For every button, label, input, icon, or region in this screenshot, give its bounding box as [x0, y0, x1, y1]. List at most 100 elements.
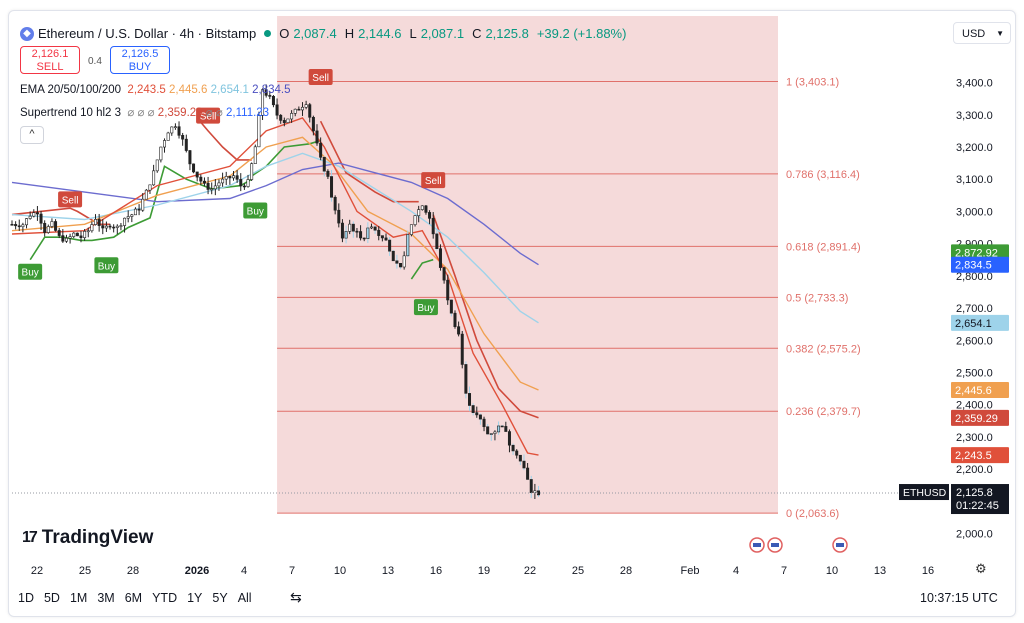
candle-body — [377, 229, 381, 236]
candle-body — [380, 235, 384, 239]
candle-body — [90, 224, 94, 232]
candle-body — [344, 231, 348, 239]
range-5y[interactable]: 5Y — [212, 591, 228, 605]
supertrend-empty-values-2: ⌀ ⌀ — [205, 107, 223, 119]
candle-body — [533, 490, 537, 493]
candle-body — [286, 118, 290, 123]
candle-body — [384, 237, 388, 241]
ema-legend[interactable]: EMA 20/50/100/200 2,243.5 2,445.6 2,654.… — [20, 84, 291, 96]
range-3m[interactable]: 3M — [97, 591, 115, 605]
candle-body — [504, 426, 508, 432]
y-axis-tick: 3,000.0 — [956, 206, 993, 218]
candle-body — [428, 212, 432, 219]
range-5d[interactable]: 5D — [43, 591, 60, 605]
currency-select[interactable]: USD ▼ — [953, 22, 1011, 44]
candle-body — [257, 115, 261, 148]
candle-body — [155, 159, 159, 172]
buy-signal-label[interactable] — [18, 263, 43, 280]
buy-button[interactable]: 2,126.5 BUY — [110, 46, 170, 74]
candle-body — [104, 225, 108, 229]
candle-body — [210, 188, 214, 191]
supertrend-value-2: 2,111.23 — [226, 107, 270, 119]
candle-body — [351, 223, 355, 232]
candle-body — [184, 138, 188, 151]
buy-signal-label[interactable] — [413, 299, 438, 316]
candle-body — [333, 196, 337, 211]
candle-body — [242, 185, 246, 188]
settings-icon[interactable]: ⚙ — [975, 561, 987, 576]
candle-body — [271, 95, 275, 106]
y-axis-tick: 3,100.0 — [956, 174, 993, 186]
buy-signal-text: Buy — [98, 261, 115, 272]
candle-body — [199, 176, 203, 182]
candle-body — [518, 454, 522, 462]
candle-body — [152, 170, 156, 186]
tradingview-wordmark: TradingView — [41, 527, 154, 548]
symbol-title[interactable]: Ethereum / U.S. Dollar · 4h · Bitstamp — [38, 26, 257, 41]
candle-body — [359, 231, 363, 239]
range-1y[interactable]: 1Y — [187, 591, 203, 605]
candle-body — [235, 175, 239, 180]
x-axis-tick: 13 — [382, 565, 394, 577]
candle-body — [282, 120, 286, 123]
sell-signal-label[interactable] — [308, 68, 333, 85]
candle-body — [297, 108, 301, 111]
candle-body — [529, 479, 533, 493]
range-1d[interactable]: 1D — [18, 591, 34, 605]
sell-signal-text: Sell — [425, 176, 442, 187]
buy-signal-label[interactable] — [243, 202, 268, 219]
sell-button[interactable]: 2,126.1 SELL — [20, 46, 80, 74]
supertrend-legend[interactable]: Supertrend 10 hl2 3 ⌀ ⌀ ⌀ 2,359.29 ⌀ ⌀ 2… — [20, 105, 269, 119]
range-ytd[interactable]: YTD — [152, 591, 178, 605]
candle-body — [431, 218, 435, 235]
last-price-symbol: ETHUSD — [903, 487, 947, 499]
price-tag — [951, 409, 1009, 426]
candle-body — [304, 104, 308, 108]
candle-body — [453, 312, 457, 327]
candle-body — [486, 426, 490, 435]
collapse-legend-button[interactable]: ^ — [20, 126, 44, 144]
utc-clock[interactable]: 10:37:15 UTC — [920, 591, 998, 605]
tradingview-mark-icon: 17 — [22, 529, 38, 546]
x-axis-tick: 16 — [922, 565, 934, 577]
last-price-symbol-tag — [899, 484, 949, 501]
candle-body — [97, 219, 101, 226]
candle-body — [61, 235, 65, 242]
supertrend-label: Supertrend 10 hl2 3 — [20, 107, 122, 119]
candle-body — [268, 95, 272, 97]
candle-body — [395, 260, 399, 264]
range-6m[interactable]: 6M — [124, 591, 143, 605]
y-axis-tick: 3,400.0 — [956, 78, 993, 90]
candle-body — [148, 184, 152, 191]
x-axis-tick: 16 — [430, 565, 442, 577]
ema-label: EMA 20/50/100/200 — [20, 84, 122, 96]
candle-body — [369, 226, 373, 229]
last-price-tag — [951, 484, 1009, 515]
sell-signal-label[interactable] — [196, 107, 221, 124]
chevron-down-icon: ▼ — [996, 29, 1004, 38]
candle-body — [246, 179, 250, 187]
candle-body — [391, 250, 395, 262]
candle-body — [478, 414, 482, 420]
candle-body — [420, 205, 424, 210]
buy-signal-label[interactable] — [94, 257, 119, 274]
range-all[interactable]: All — [237, 591, 252, 605]
candle-body — [137, 208, 141, 211]
fib-retracement-box[interactable] — [277, 16, 778, 514]
sell-signal-label[interactable] — [58, 191, 83, 208]
goto-date-icon[interactable]: ⇆ — [290, 589, 302, 605]
buy-signal-text: Buy — [22, 268, 39, 279]
x-axis-tick: 10 — [826, 565, 838, 577]
sell-signal-label[interactable] — [421, 172, 446, 189]
range-1m[interactable]: 1M — [69, 591, 88, 605]
candle-body — [159, 146, 163, 161]
candle-body — [177, 126, 181, 136]
price-tag-text: 2,872.92 — [955, 247, 998, 259]
supertrend-empty-values: ⌀ ⌀ ⌀ — [127, 107, 155, 119]
candle-body — [83, 231, 87, 238]
candle-body — [275, 104, 279, 116]
candle-body — [413, 215, 417, 226]
candle-body — [202, 180, 206, 184]
candle-body — [17, 225, 21, 228]
